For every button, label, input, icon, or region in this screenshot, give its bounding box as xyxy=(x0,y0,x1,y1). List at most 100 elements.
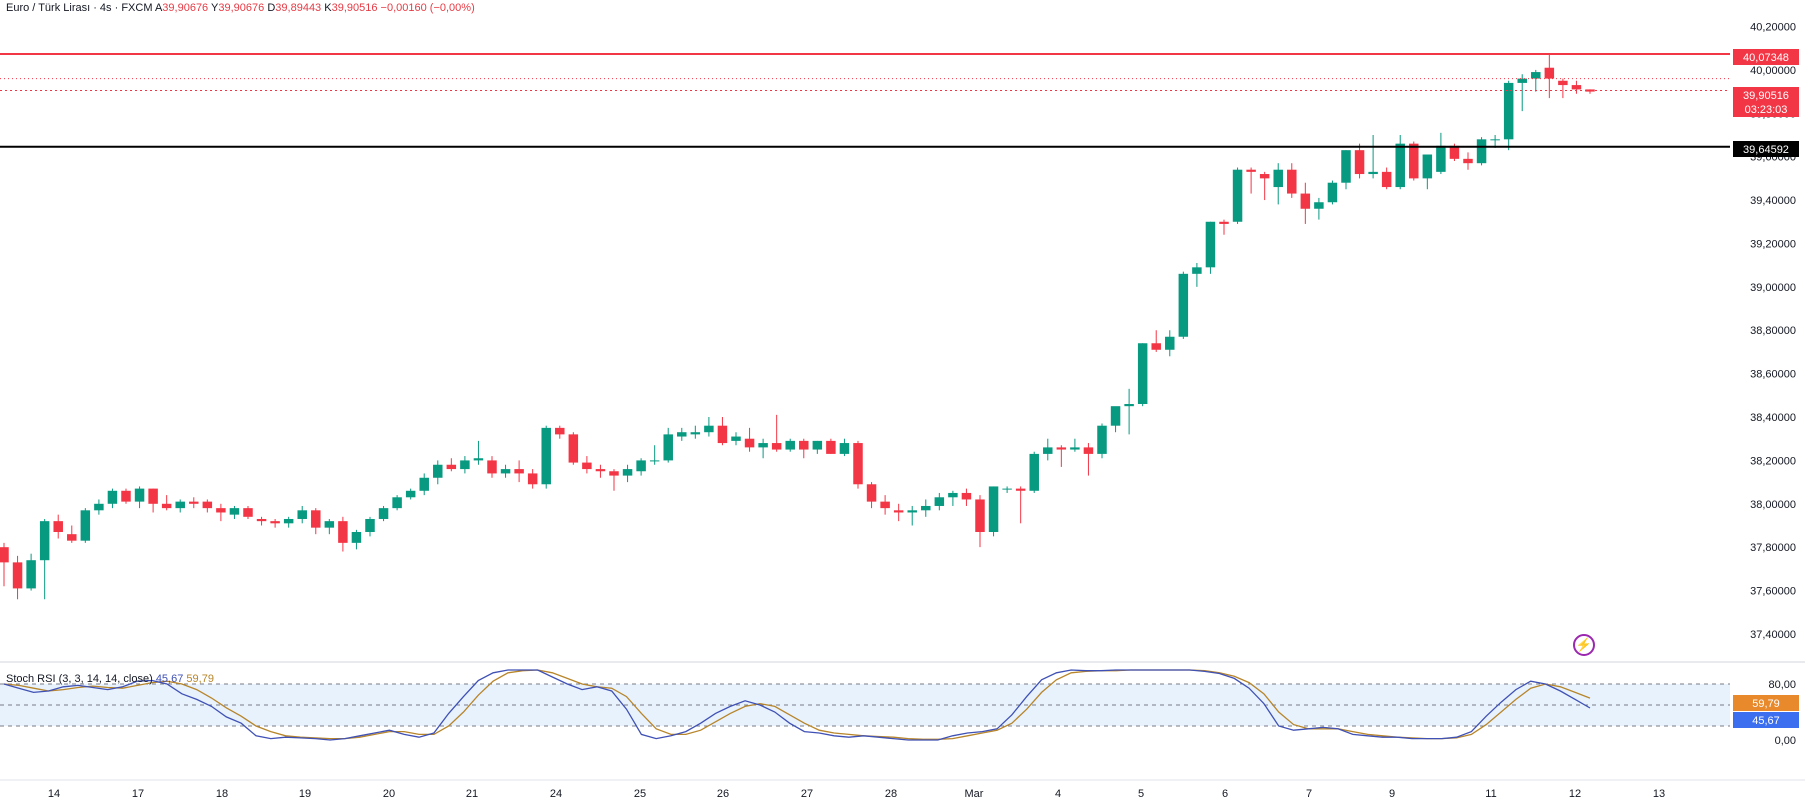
candle-body xyxy=(1558,80,1568,86)
last-price-label: 39,90516 xyxy=(1743,90,1789,102)
stoch-rsi-pane[interactable]: 80,00 0,00 xyxy=(0,669,1796,747)
candle-body xyxy=(1137,343,1148,404)
candle-body xyxy=(202,501,213,509)
price-tick-label: 39,00000 xyxy=(1750,282,1796,294)
candle-body xyxy=(1395,143,1405,188)
candle-body xyxy=(1015,488,1026,491)
candle-body xyxy=(229,508,240,515)
candle-body xyxy=(67,534,77,541)
candle-body xyxy=(866,484,877,502)
candle-body xyxy=(460,460,470,470)
candle-body xyxy=(907,510,917,513)
symbol-title[interactable]: Euro / Türk Lirası · 4s · FXCM xyxy=(6,2,153,14)
price-tick-label: 37,40000 xyxy=(1750,629,1796,641)
candle-body xyxy=(1151,343,1161,350)
time-axis[interactable]: 14 17 18 19 20 21 24 25 26 27 28 Mar 4 5 6 7 9 11 12 13 xyxy=(48,788,1665,800)
time-tick-label: 19 xyxy=(299,788,311,800)
candle-body xyxy=(961,492,972,500)
candle-body xyxy=(1368,171,1378,175)
candle-body xyxy=(1531,72,1541,79)
candle-body xyxy=(1110,406,1121,426)
time-tick-label: 4 xyxy=(1055,788,1061,800)
candle-body xyxy=(1571,85,1582,90)
time-tick-label: 13 xyxy=(1653,788,1665,800)
support-badge-label: 39,64592 xyxy=(1743,144,1789,156)
price-tick-label: 37,80000 xyxy=(1750,542,1796,554)
candle-body xyxy=(433,464,443,478)
time-tick-label: 14 xyxy=(48,788,60,800)
candle-body xyxy=(1476,139,1487,164)
candle-body xyxy=(1124,404,1134,407)
candle-body xyxy=(527,473,538,485)
candle-body xyxy=(324,521,335,528)
price-tick-label: 38,20000 xyxy=(1750,455,1796,467)
time-tick-label: 6 xyxy=(1222,788,1228,800)
low-value: 39,89443 xyxy=(275,2,322,14)
candle-body xyxy=(270,521,280,524)
last-price-badge xyxy=(1733,87,1799,117)
time-tick-label: 18 xyxy=(216,788,228,800)
candle-body xyxy=(1178,273,1189,337)
candle-body xyxy=(1287,169,1297,194)
candle-body xyxy=(826,440,836,454)
stoch-k-badge xyxy=(1733,712,1799,728)
price-pane[interactable] xyxy=(0,661,1805,781)
time-tick-label: 12 xyxy=(1569,788,1581,800)
stoch-d-badge-label: 59,79 xyxy=(1752,698,1780,710)
stoch-k-line xyxy=(3,669,1591,741)
horizontal-lines[interactable] xyxy=(0,52,1730,148)
candle-body xyxy=(12,562,23,589)
symbol-legend[interactable]: Euro / Türk Lirası · 4s · FXCM A 39,90676… xyxy=(6,2,475,14)
price-axis[interactable]: 40,2000040,0000039,8000039,6000039,40000… xyxy=(1750,22,1796,641)
stoch-k-value: 45,67 xyxy=(155,673,184,685)
candle-body xyxy=(893,510,904,513)
stoch-rsi-legend[interactable]: Stoch RSI (3, 3, 14, 14, close) 45,67 59… xyxy=(6,673,214,685)
candle-body xyxy=(1381,171,1392,188)
candle-body xyxy=(134,488,145,502)
candle-body xyxy=(975,499,985,532)
candle-body xyxy=(311,510,321,528)
high-value: 39,90676 xyxy=(218,2,265,14)
price-tick-label: 37,60000 xyxy=(1750,586,1796,598)
candle-body xyxy=(636,460,646,472)
candle-body xyxy=(731,436,741,441)
candle-body xyxy=(1517,78,1527,83)
candle-body xyxy=(1056,447,1067,450)
open-label: A xyxy=(154,2,163,14)
support-badge xyxy=(1733,141,1799,157)
candle-body xyxy=(473,458,484,461)
low-label: D xyxy=(267,2,276,14)
candle-body xyxy=(1002,488,1012,490)
candle-body xyxy=(1259,174,1270,179)
time-tick-label: 17 xyxy=(132,788,144,800)
candle-body xyxy=(1246,169,1256,172)
candle-body xyxy=(351,532,362,543)
candle-body xyxy=(771,443,782,450)
candle-body xyxy=(1192,267,1202,274)
candle-body xyxy=(758,443,768,448)
candle-body xyxy=(690,432,701,435)
candle-body xyxy=(799,440,809,450)
candle-body xyxy=(297,510,307,519)
candle-body xyxy=(609,471,619,476)
change-value: −0,00160 (−0,00%) xyxy=(380,2,475,14)
time-tick-label: 7 xyxy=(1306,788,1312,800)
candle-body xyxy=(785,440,795,450)
candle-body xyxy=(1463,158,1473,164)
candle-body xyxy=(446,464,457,470)
price-tick-label: 38,00000 xyxy=(1750,499,1796,511)
stoch-rsi-label[interactable]: Stoch RSI (3, 3, 14, 14, close) xyxy=(6,673,153,685)
candle-body xyxy=(80,510,91,541)
close-value: 39,90516 xyxy=(331,2,378,14)
candle-body xyxy=(107,490,118,504)
flash-icon[interactable]: ⚡ xyxy=(1573,634,1595,656)
candle-body xyxy=(216,508,226,513)
stoch-d-badge xyxy=(1733,695,1799,711)
candle-body xyxy=(500,469,511,474)
candle-body xyxy=(649,460,660,462)
candle-body xyxy=(1490,139,1500,141)
candle-body xyxy=(853,443,863,485)
time-tick-label: 25 xyxy=(634,788,646,800)
candle-body xyxy=(717,425,728,444)
